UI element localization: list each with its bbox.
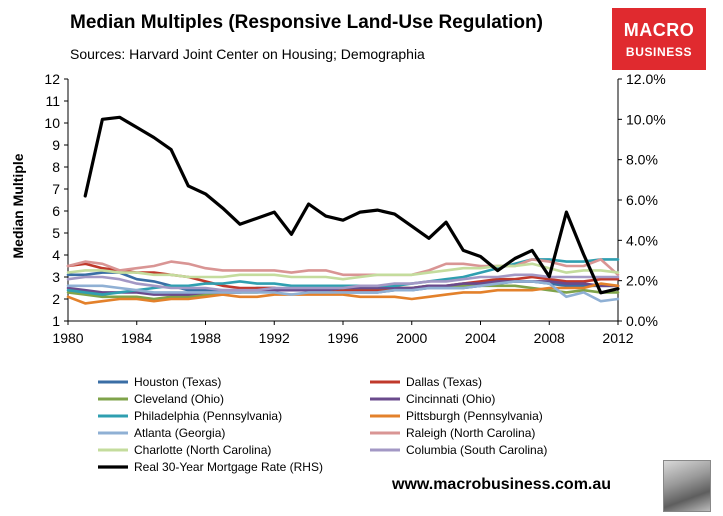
x-tick-label: 1980 [52,330,83,346]
y-tick-label: 6 [52,203,60,219]
wolf-icon [663,460,711,512]
legend-label-0: Houston (Texas) [134,375,221,389]
legend-label-7: Raleigh (North Carolina) [406,426,535,440]
legend-label-1: Dallas (Texas) [406,375,482,389]
y-tick-label: 9 [52,137,60,153]
y-tick-label: 4 [52,247,60,263]
y-tick-label: 12 [44,71,60,87]
y-tick-label: 3 [52,269,60,285]
x-tick-label: 2012 [602,330,633,346]
macrobusiness-logo: MACRO BUSINESS [612,8,706,70]
legend-label-2: Cleveland (Ohio) [134,392,224,406]
x-tick-label: 1996 [327,330,358,346]
series-line-1 [66,262,620,292]
x-tick-label: 2000 [396,330,427,346]
y-tick-label: 10 [44,115,60,131]
legend-label-8: Charlotte (North Carolina) [134,443,271,457]
y-tick-label: 8 [52,159,60,175]
legend-label-5: Pittsburgh (Pennsylvania) [406,409,543,423]
series-line-6 [66,280,620,303]
x-tick-label: 1992 [259,330,290,346]
y-tick-label: 5 [52,225,60,241]
series-line-10 [83,115,620,295]
y2-tick-label: 2.0% [626,273,658,289]
x-tick-label: 2004 [465,330,496,346]
y2-tick-label: 8.0% [626,152,658,168]
y2-tick-label: 0.0% [626,313,658,329]
y2-tick-label: 10.0% [626,111,666,127]
x-tick-label: 1984 [121,330,152,346]
x-tick-label: 1988 [190,330,221,346]
y2-tick-label: 12.0% [626,71,666,87]
legend-label-3: Cincinnati (Ohio) [406,392,495,406]
y2-tick-label: 4.0% [626,232,658,248]
y2-tick-label: 6.0% [626,192,658,208]
y-tick-label: 2 [52,291,60,307]
chart-title: Median Multiples (Responsive Land-Use Re… [70,12,543,33]
website-url: www.macrobusiness.com.au [392,476,612,493]
legend-label-10: Real 30-Year Mortgage Rate (RHS) [134,460,323,474]
legend-label-9: Columbia (South Carolina) [406,443,547,457]
y-tick-label: 7 [52,181,60,197]
chart-subtitle: Sources: Harvard Joint Center on Housing… [70,46,425,62]
series-line-5 [66,282,620,305]
series-line-9 [66,273,620,292]
legend-label-4: Philadelphia (Pennsylvania) [134,409,282,423]
series-line-8 [66,262,620,281]
logo-line-2: BUSINESS [625,45,693,59]
legend-label-6: Atlanta (Georgia) [134,426,225,440]
series-line-7 [66,258,620,277]
logo-line-1: MACRO [623,20,695,40]
y-tick-label: 11 [45,93,60,109]
x-tick-label: 2008 [534,330,565,346]
y-tick-label: 1 [52,313,60,329]
